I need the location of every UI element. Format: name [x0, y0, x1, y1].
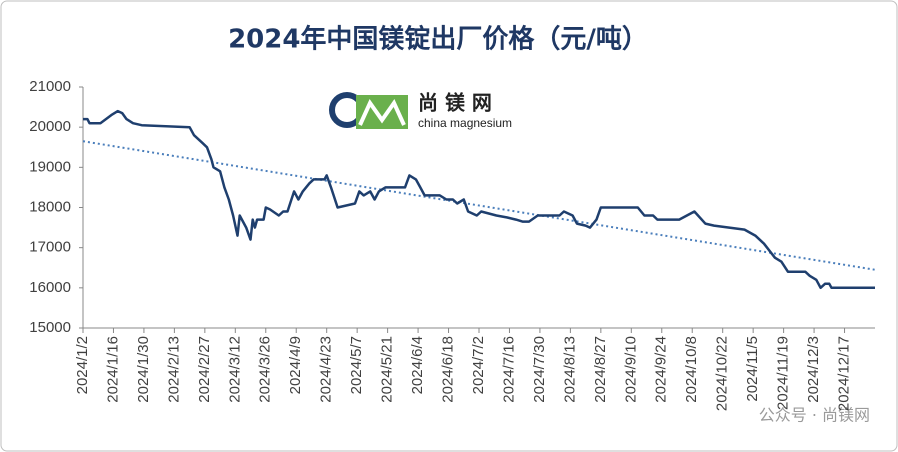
x-tick-label: 2024/7/16	[500, 336, 517, 403]
x-tick-label: 2024/8/27	[592, 336, 609, 403]
x-tick-label: 2024/6/18	[440, 336, 457, 403]
y-tick-label: 20000	[29, 118, 71, 135]
x-tick-label: 2024/12/17	[836, 336, 853, 411]
x-tick-label: 2024/8/13	[561, 336, 578, 403]
x-tick-label: 2024/5/21	[379, 336, 396, 403]
x-tick-label: 2024/1/30	[135, 336, 152, 403]
x-tick-label: 2024/4/9	[287, 336, 304, 394]
logo: 尚 镁 网 china magnesium	[329, 91, 512, 130]
logo-m	[358, 98, 406, 126]
trend-line	[82, 140, 876, 271]
x-tick-label: 2024/4/23	[318, 336, 335, 403]
x-tick-label: 2024/11/5	[744, 336, 761, 402]
x-tick-label: 2024/9/24	[653, 336, 670, 403]
logo-name: 尚 镁 网	[418, 91, 492, 115]
y-tick-label: 16000	[29, 279, 71, 296]
x-tick-label: 2024/2/13	[165, 336, 182, 403]
x-tick-label: 2024/1/16	[104, 336, 121, 403]
x-tick-label: 2024/7/30	[531, 336, 548, 403]
watermark: 公众号 · 尚镁网	[759, 406, 870, 425]
chart-title: 2024年中国镁锭出厂价格（元/吨）	[228, 24, 648, 55]
x-tick-label: 2024/3/26	[257, 336, 274, 403]
x-tick-label: 2024/7/2	[470, 336, 487, 394]
x-tick-label: 2024/11/19	[775, 336, 792, 410]
x-tick-label: 2024/5/7	[348, 336, 365, 394]
y-tick-label: 21000	[29, 78, 71, 95]
x-tick-label: 2024/10/22	[714, 336, 731, 411]
y-tick-label: 18000	[29, 198, 71, 215]
x-tick-label: 2024/3/12	[226, 336, 243, 403]
x-tick-label: 2024/9/10	[622, 336, 639, 403]
x-tick-label: 2024/10/8	[683, 336, 700, 403]
x-tick-label: 2024/6/4	[409, 336, 426, 394]
x-tick-label: 2024/1/2	[74, 336, 91, 394]
y-tick-label: 19000	[29, 158, 71, 175]
y-tick-label: 15000	[29, 319, 71, 336]
y-tick-label: 17000	[29, 239, 71, 256]
logo-tagline: china magnesium	[418, 116, 512, 130]
x-tick-label: 2024/2/27	[196, 336, 213, 403]
x-tick-label: 2024/12/3	[805, 336, 822, 403]
price-line	[83, 109, 875, 290]
